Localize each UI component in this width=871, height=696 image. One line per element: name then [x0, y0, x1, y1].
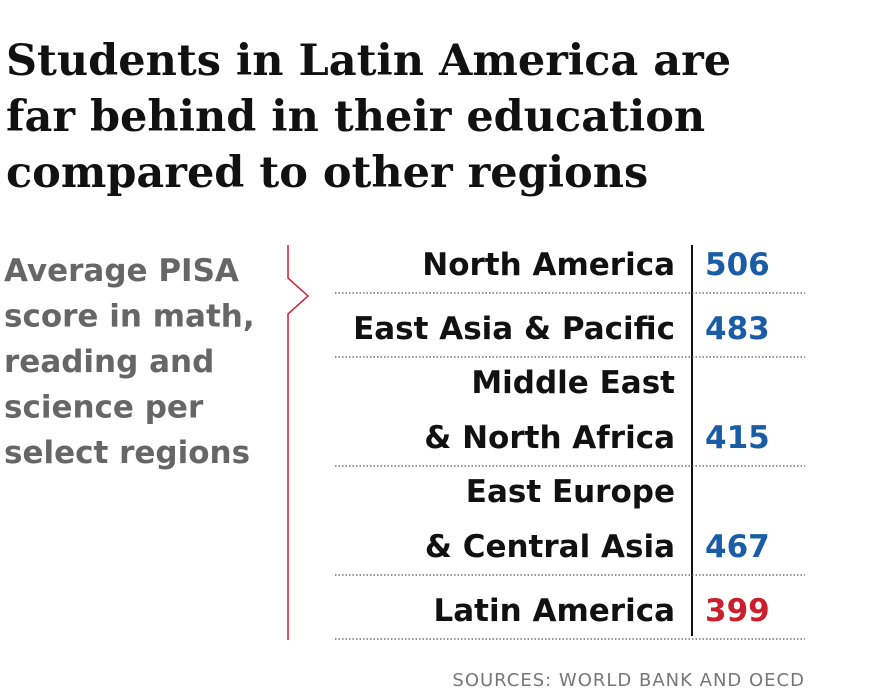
- row-label: Middle East: [471, 365, 675, 401]
- row-value: 415: [705, 420, 770, 456]
- title-line: compared to other regions: [6, 148, 648, 198]
- row-label: & North Africa: [424, 420, 675, 456]
- title-line: Students in Latin America are: [6, 36, 731, 86]
- subtitle-line: select regions: [4, 435, 250, 471]
- subtitle-line: reading and: [4, 344, 214, 380]
- row-label: East Asia & Pacific: [353, 311, 675, 347]
- row-label: East Europe: [466, 474, 675, 510]
- row-label: Latin America: [433, 593, 675, 629]
- row-value: 399: [705, 593, 770, 629]
- subtitle-line: Average PISA: [4, 253, 239, 289]
- row-label: & Central Asia: [425, 529, 675, 565]
- subtitle-line: score in math,: [4, 299, 255, 335]
- row-value: 483: [705, 311, 770, 347]
- title-line: far behind in their education: [6, 92, 705, 142]
- row-label: North America: [422, 247, 675, 283]
- row-value: 467: [705, 529, 770, 565]
- bracket: [287, 245, 310, 640]
- subtitle-line: science per: [4, 390, 204, 426]
- row-value: 506: [705, 247, 770, 283]
- source: SOURCES: WORLD BANK AND OECD: [452, 670, 805, 691]
